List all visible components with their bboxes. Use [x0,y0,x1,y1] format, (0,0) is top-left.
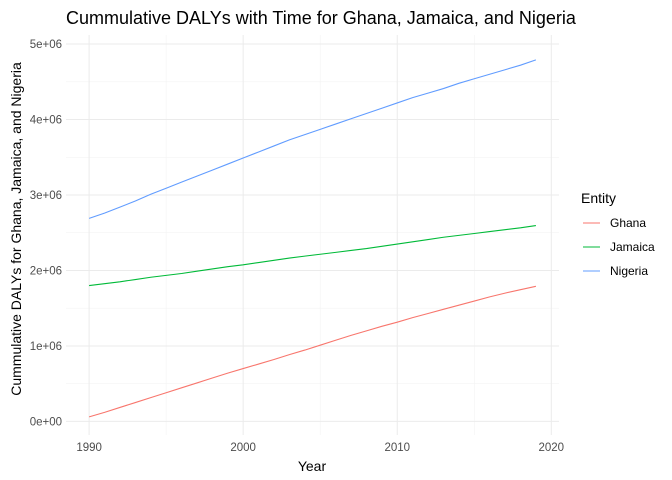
y-tick-label: 2e+06 [30,265,62,277]
grid [66,35,559,435]
series-line-ghana [88,285,537,418]
y-axis-title: Cummulative DALYs for Ghana, Jamaica, an… [8,62,24,396]
x-tick-label: 1990 [76,442,102,454]
legend-label-jamaica: Jamaica [610,240,655,254]
x-tick-label: 2000 [230,442,256,454]
legend-title: Entity [581,190,616,206]
x-axis-title: Year [298,458,327,474]
x-axis-ticks: 1990 2000 2010 2020 [76,442,564,454]
y-axis-ticks: 0e+00 1e+06 2e+06 3e+06 4e+06 5e+06 [30,39,62,428]
series-line-nigeria [88,59,537,219]
series-lines [88,59,537,418]
y-tick-label: 3e+06 [30,190,62,202]
y-tick-label: 1e+06 [30,341,62,353]
x-tick-label: 2020 [539,442,565,454]
y-tick-label: 0e+00 [30,416,62,428]
series-line-jamaica [89,225,536,287]
y-tick-label: 4e+06 [30,115,62,127]
y-tick-label: 5e+06 [30,39,62,51]
legend-label-ghana: Ghana [610,216,646,230]
chart-title: Cummulative DALYs with Time for Ghana, J… [66,8,577,28]
x-tick-label: 2010 [384,442,410,454]
legend: Entity Ghana Jamaica Nigeria [581,190,655,278]
legend-label-nigeria: Nigeria [610,264,648,278]
